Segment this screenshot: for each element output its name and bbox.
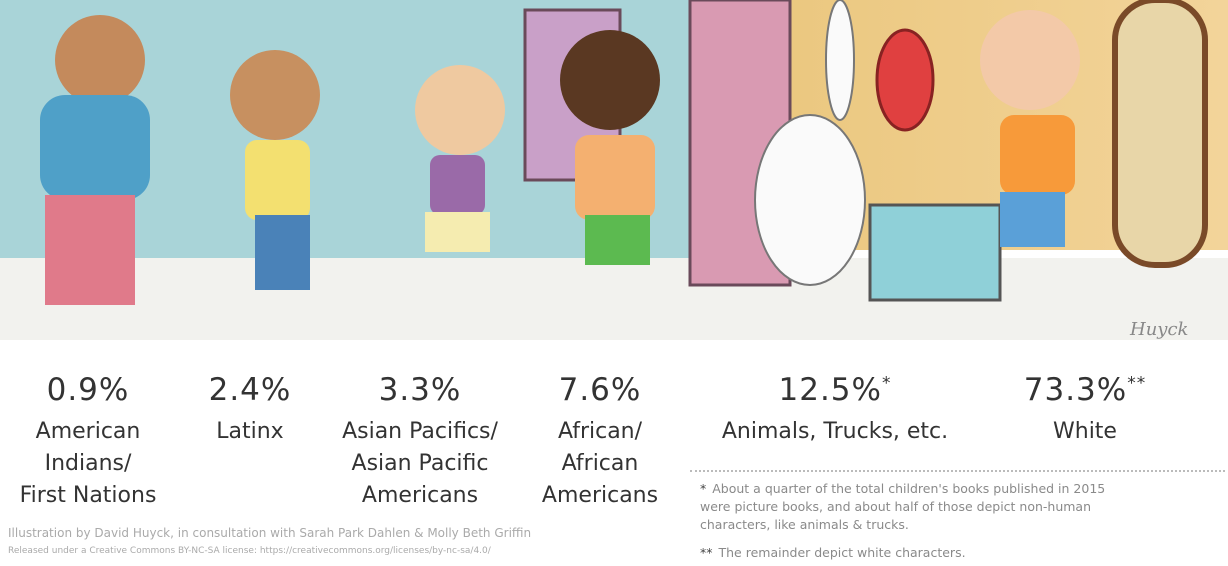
percent-value: 7.6% bbox=[559, 372, 642, 408]
footnote: ** The remainder depict white characters. bbox=[700, 544, 1225, 562]
stat-percent: 7.6% bbox=[480, 372, 720, 408]
footnote-text: characters, like animals & trucks. bbox=[700, 517, 909, 532]
footnote-line: characters, like animals & trucks. bbox=[700, 516, 1225, 534]
footnote-text: The remainder depict white characters. bbox=[719, 545, 966, 560]
footnote-text: About a quarter of the total children's … bbox=[712, 481, 1105, 496]
label-line: Indians/ bbox=[0, 448, 218, 480]
footnote-line: * About a quarter of the total children's… bbox=[700, 480, 1225, 498]
footnote-marker: ** bbox=[1127, 374, 1146, 394]
stat-label: Animals, Trucks, etc. bbox=[705, 416, 965, 448]
stat-percent: 12.5%* bbox=[715, 372, 955, 408]
credit: Released under a Creative Commons BY-NC-… bbox=[8, 546, 491, 556]
credit: Illustration by David Huyck, in consulta… bbox=[8, 526, 531, 540]
label-line: Americans bbox=[470, 480, 730, 512]
label-line: African/ bbox=[470, 416, 730, 448]
divider bbox=[690, 470, 1225, 472]
label-line: African bbox=[470, 448, 730, 480]
stat-label: White bbox=[955, 416, 1215, 448]
signature: Huyck bbox=[1129, 319, 1188, 340]
percent-value: 73.3% bbox=[1024, 372, 1127, 408]
stat-percent: 73.3%** bbox=[965, 372, 1205, 408]
footnote-text: were picture books, and about half of th… bbox=[700, 499, 1091, 514]
footnote: * About a quarter of the total children's… bbox=[700, 480, 1225, 534]
footnote-line: were picture books, and about half of th… bbox=[700, 498, 1225, 516]
infographic: Huyck 0.9%AmericanIndians/First Nations2… bbox=[0, 0, 1228, 566]
footnote-marker: ** bbox=[700, 545, 713, 560]
percent-value: 3.3% bbox=[379, 372, 462, 408]
percent-value: 12.5% bbox=[779, 372, 882, 408]
label-line: Animals, Trucks, etc. bbox=[705, 416, 965, 448]
label-line: First Nations bbox=[0, 480, 218, 512]
percent-value: 2.4% bbox=[209, 372, 292, 408]
illustration: Huyck bbox=[0, 0, 1228, 340]
footnote-line: ** The remainder depict white characters. bbox=[700, 544, 1225, 562]
child-1 bbox=[40, 15, 150, 305]
footnote-marker: * bbox=[700, 481, 706, 496]
label-line: White bbox=[955, 416, 1215, 448]
footnote-marker: * bbox=[882, 374, 892, 394]
percent-value: 0.9% bbox=[47, 372, 130, 408]
